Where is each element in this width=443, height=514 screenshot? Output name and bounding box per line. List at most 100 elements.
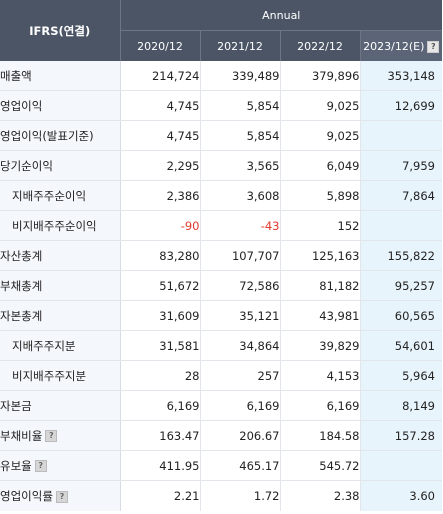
table-row: 지배주주순이익 2,386 3,608 5,898 7,864 (0, 180, 442, 211)
row-label-text: 지배주주지분 (12, 338, 76, 353)
value-cell: 1.72 (200, 480, 281, 511)
row-label: 부채총계 (0, 270, 121, 301)
row-label-text: 자본총계 (0, 308, 43, 323)
standard-header: IFRS(연결) (0, 0, 121, 61)
value-cell: 411.95 (120, 450, 201, 481)
year-header-2020: 2020/12 (120, 30, 201, 61)
value-cell: 2.38 (280, 480, 361, 511)
value-cell: 2,386 (120, 180, 201, 211)
value-cell: 339,489 (200, 61, 281, 91)
table-row: 부채비율? 163.47 206.67 184.58 157.28 (0, 420, 442, 451)
value-cell: 5,854 (200, 120, 281, 151)
value-cell: 2.21 (120, 480, 201, 511)
question-icon[interactable]: ? (427, 40, 440, 53)
row-label: 당기순이익 (0, 150, 121, 181)
value-cell: 35,121 (200, 300, 281, 331)
value-cell: 379,896 (280, 61, 361, 91)
row-label: 비지배주주순이익 (0, 210, 121, 241)
row-label-text: 비지배주주지분 (12, 368, 87, 383)
table-row: 자본총계 31,609 35,121 43,981 60,565 (0, 300, 442, 331)
value-cell: 6,169 (120, 390, 201, 421)
value-cell: 81,182 (280, 270, 361, 301)
value-cell: -90 (120, 210, 201, 241)
value-cell: 43,981 (280, 300, 361, 331)
row-label: 부채비율? (0, 420, 121, 451)
table-row: 영업이익(발표기준) 4,745 5,854 9,025 (0, 120, 442, 151)
row-label: 지배주주순이익 (0, 180, 121, 211)
value-cell: 125,163 (280, 240, 361, 271)
row-label-text: 부채총계 (0, 278, 43, 293)
estimate-cell: 8,149 (360, 390, 442, 421)
value-cell: 545.72 (280, 450, 361, 481)
estimate-cell: 157.28 (360, 420, 442, 451)
estimate-cell: 5,964 (360, 360, 442, 391)
row-label-text: 자산총계 (0, 248, 43, 263)
table-row: 영업이익 4,745 5,854 9,025 12,699 (0, 90, 442, 121)
annual-header: Annual (120, 0, 442, 31)
question-icon[interactable]: ? (34, 460, 47, 472)
value-cell: 39,829 (280, 330, 361, 361)
table-row: 당기순이익 2,295 3,565 6,049 7,959 (0, 150, 442, 181)
value-cell: 107,707 (200, 240, 281, 271)
row-label-text: 자본금 (0, 398, 32, 413)
row-label-text: 지배주주순이익 (12, 188, 87, 203)
value-cell: 2,295 (120, 150, 201, 181)
estimate-cell: 353,148 (360, 61, 442, 91)
row-label: 자산총계 (0, 240, 121, 271)
value-cell: 4,745 (120, 120, 201, 151)
row-label-text: 영업이익 (0, 98, 43, 113)
table-body: 매출액 214,724 339,489 379,896 353,148 영업이익 4,745… (0, 61, 442, 511)
estimate-cell: 7,864 (360, 180, 442, 211)
value-cell: 28 (120, 360, 201, 391)
row-label-text: 영업이익률 (0, 489, 53, 503)
estimate-cell: 54,601 (360, 330, 442, 361)
row-label: 비지배주주지분 (0, 360, 121, 391)
row-label-text: 매출액 (0, 68, 32, 83)
value-cell: 163.47 (120, 420, 201, 451)
value-cell: 465.17 (200, 450, 281, 481)
value-cell: -43 (200, 210, 281, 241)
value-cell: 31,581 (120, 330, 201, 361)
row-label-text: 부채비율 (0, 428, 43, 443)
table-row: 영업이익률? 2.21 1.72 2.38 3.60 (0, 480, 442, 511)
table-row: 비지배주주순이익 -90 -43 152 (0, 210, 442, 241)
value-cell: 83,280 (120, 240, 201, 271)
table-row: 자본금 6,169 6,169 6,169 8,149 (0, 390, 442, 421)
estimate-cell: 155,822 (360, 240, 442, 271)
row-label: 영업이익(발표기준) (0, 120, 121, 151)
estimate-cell: 12,699 (360, 90, 442, 121)
value-cell: 6,049 (280, 150, 361, 181)
row-label: 지배주주지분 (0, 330, 121, 361)
value-cell: 152 (280, 210, 361, 241)
value-cell: 3,565 (200, 150, 281, 181)
question-icon[interactable]: ? (55, 490, 68, 503)
table-row: 비지배주주지분 28 257 4,153 5,964 (0, 360, 442, 391)
table-row: 지배주주지분 31,581 34,864 39,829 54,601 (0, 330, 442, 361)
value-cell: 9,025 (280, 90, 361, 121)
value-cell: 184.58 (280, 420, 361, 451)
estimate-cell (360, 450, 442, 481)
value-cell: 206.67 (200, 420, 281, 451)
value-cell: 4,153 (280, 360, 361, 391)
estimate-cell: 3.60 (360, 480, 442, 511)
value-cell: 6,169 (200, 390, 281, 421)
value-cell: 72,586 (200, 270, 281, 301)
question-icon[interactable]: ? (45, 430, 58, 442)
row-label-text: 유보율 (0, 458, 32, 473)
table-row: 매출액 214,724 339,489 379,896 353,148 (0, 61, 442, 91)
row-label-text: 영업이익(발표기준) (0, 128, 94, 143)
row-label-text: 비지배주주순이익 (12, 218, 97, 233)
value-cell: 34,864 (200, 330, 281, 361)
year-header-2022: 2022/12 (280, 30, 361, 61)
value-cell: 5,854 (200, 90, 281, 121)
value-cell: 31,609 (120, 300, 201, 331)
row-label: 자본금 (0, 390, 121, 421)
value-cell: 214,724 (120, 61, 201, 91)
row-label: 자본총계 (0, 300, 121, 331)
row-label: 유보율? (0, 450, 121, 481)
value-cell: 51,672 (120, 270, 201, 301)
value-cell: 9,025 (280, 120, 361, 151)
value-cell: 4,745 (120, 90, 201, 121)
row-label: 영업이익률? (0, 480, 121, 511)
